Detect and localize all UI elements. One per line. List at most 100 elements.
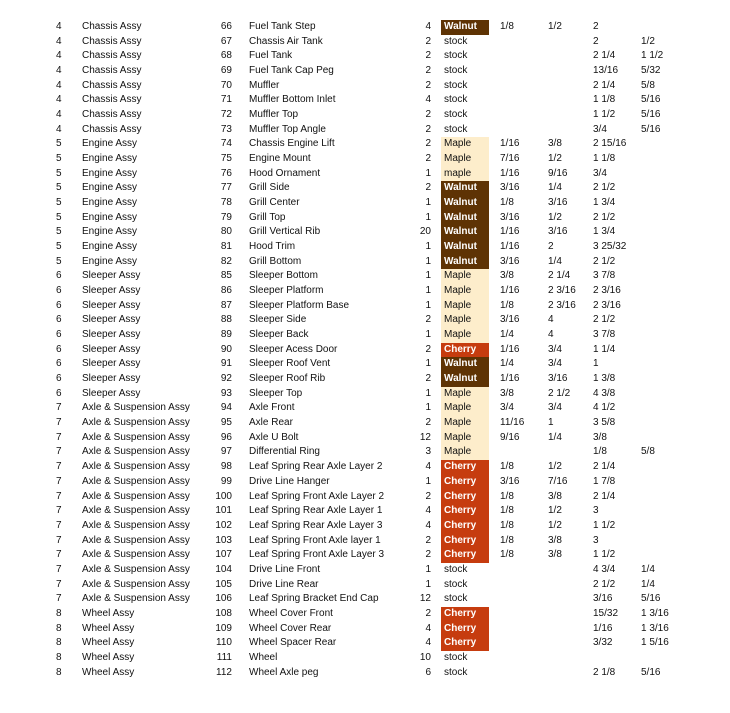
part-name-cell[interactable]: Grill Side (249, 182, 290, 194)
quantity-cell[interactable]: 1 (425, 241, 431, 253)
material-cell[interactable]: Maple (441, 152, 489, 167)
assembly-number-cell[interactable]: 7 (56, 549, 62, 561)
thickness-cell[interactable]: 1/8 (500, 505, 514, 517)
quantity-cell[interactable]: 1 (425, 255, 431, 267)
part-number-cell[interactable]: 72 (220, 109, 232, 121)
quantity-cell[interactable]: 1 (425, 270, 431, 282)
length-cell[interactable]: 3/8 (593, 431, 607, 443)
width-cell[interactable]: 2 3/16 (548, 285, 576, 297)
length-cell[interactable]: 2 1/8 (593, 666, 616, 678)
material-cell[interactable]: Walnut (441, 240, 489, 255)
part-name-cell[interactable]: Axle Rear (249, 417, 293, 429)
quantity-cell[interactable]: 1 (425, 358, 431, 370)
assembly-name-cell[interactable]: Wheel Assy (82, 622, 135, 634)
thickness-cell[interactable]: 9/16 (500, 431, 520, 443)
material-cell[interactable]: stock (444, 666, 468, 678)
material-cell[interactable]: Maple (441, 269, 489, 285)
length-cell[interactable]: 4 1/2 (593, 402, 616, 414)
length-cell[interactable]: 3 (593, 505, 599, 517)
thickness-cell[interactable]: 1/8 (500, 461, 514, 473)
assembly-name-cell[interactable]: Axle & Suspension Assy (82, 475, 190, 487)
length-cell[interactable]: 2 1/2 (593, 578, 616, 590)
assembly-number-cell[interactable]: 4 (56, 94, 62, 106)
quantity-cell[interactable]: 4 (425, 519, 431, 531)
quantity-cell[interactable]: 2 (425, 373, 431, 385)
assembly-number-cell[interactable]: 7 (56, 534, 62, 546)
assembly-number-cell[interactable]: 5 (56, 226, 62, 238)
material-cell[interactable]: Walnut (441, 254, 489, 270)
thickness-cell[interactable]: 1/8 (500, 21, 514, 32)
part-name-cell[interactable]: Wheel Spacer Rear (249, 637, 337, 649)
length-cell[interactable]: 2 15/16 (593, 138, 627, 150)
material-cell[interactable]: Cherry (441, 504, 489, 519)
assembly-name-cell[interactable]: Engine Assy (82, 241, 138, 253)
thickness-cell[interactable]: 1/16 (500, 285, 520, 297)
width-cell[interactable]: 1/2 (548, 461, 562, 473)
part-number-cell[interactable]: 81 (220, 241, 232, 253)
part-name-cell[interactable]: Sleeper Top (249, 387, 303, 399)
part-name-cell[interactable]: Sleeper Platform Base (249, 299, 350, 311)
thickness-cell[interactable]: 3/8 (500, 387, 514, 399)
assembly-name-cell[interactable]: Wheel Assy (82, 651, 135, 663)
length-cell[interactable]: 2 1/2 (593, 211, 616, 223)
assembly-name-cell[interactable]: Engine Assy (82, 211, 138, 223)
width-cell[interactable]: 3/4 (548, 402, 562, 414)
assembly-number-cell[interactable]: 8 (56, 622, 62, 634)
length-cell[interactable]: 1 7/8 (593, 475, 616, 487)
part-number-cell[interactable]: 91 (220, 358, 232, 370)
assembly-name-cell[interactable]: Chassis Assy (82, 94, 142, 106)
assembly-name-cell[interactable]: Chassis Assy (82, 50, 142, 62)
assembly-number-cell[interactable]: 4 (56, 21, 62, 32)
length-cell[interactable]: 3 25/32 (593, 241, 627, 253)
part-number-cell[interactable]: 102 (215, 519, 232, 531)
thickness-cell[interactable]: 3/16 (500, 475, 520, 487)
length-cell[interactable]: 3 (593, 534, 599, 546)
length-cell[interactable]: 1 1/2 (593, 519, 616, 531)
thickness-cell[interactable]: 3/16 (500, 182, 520, 194)
part-number-cell[interactable]: 87 (220, 299, 232, 311)
part-name-cell[interactable]: Grill Vertical Rib (249, 226, 321, 238)
assembly-number-cell[interactable]: 7 (56, 563, 62, 575)
quantity-cell[interactable]: 2 (425, 534, 431, 546)
length-cell[interactable]: 2 (593, 35, 599, 47)
length-cell[interactable]: 2 1/4 (593, 490, 616, 502)
assembly-name-cell[interactable]: Axle & Suspension Assy (82, 446, 190, 458)
part-number-cell[interactable]: 109 (215, 622, 232, 634)
part-name-cell[interactable]: Engine Mount (249, 153, 311, 165)
thickness-cell[interactable]: 1/8 (500, 534, 514, 546)
thickness-cell[interactable]: 3/16 (500, 211, 520, 223)
assembly-name-cell[interactable]: Axle & Suspension Assy (82, 578, 190, 590)
part-name-cell[interactable]: Leaf Spring Front Axle layer 1 (249, 534, 381, 546)
part-number-cell[interactable]: 66 (220, 21, 232, 32)
assembly-number-cell[interactable]: 6 (56, 329, 62, 341)
diameter-cell[interactable]: 5/32 (641, 65, 661, 77)
part-name-cell[interactable]: Differential Ring (249, 446, 320, 458)
part-number-cell[interactable]: 92 (220, 373, 232, 385)
length-cell[interactable]: 3/16 (593, 593, 613, 605)
part-number-cell[interactable]: 67 (220, 35, 232, 47)
length-cell[interactable]: 1 1/2 (593, 109, 616, 121)
material-cell[interactable]: Maple (441, 298, 489, 314)
assembly-number-cell[interactable]: 7 (56, 475, 62, 487)
part-number-cell[interactable]: 73 (220, 123, 232, 135)
diameter-cell[interactable]: 1/4 (641, 563, 655, 575)
quantity-cell[interactable]: 1 (425, 387, 431, 399)
material-cell[interactable]: stock (444, 563, 468, 575)
quantity-cell[interactable]: 2 (425, 549, 431, 561)
part-name-cell[interactable]: Fuel Tank Cap Peg (249, 65, 334, 77)
assembly-name-cell[interactable]: Engine Assy (82, 182, 138, 194)
part-number-cell[interactable]: 88 (220, 314, 232, 326)
width-cell[interactable]: 1/2 (548, 505, 562, 517)
assembly-number-cell[interactable]: 5 (56, 167, 62, 179)
material-cell[interactable]: Walnut (441, 20, 489, 35)
material-cell[interactable]: Maple (441, 416, 489, 431)
length-cell[interactable]: 1 3/4 (593, 226, 616, 238)
length-cell[interactable]: 13/16 (593, 65, 619, 77)
assembly-name-cell[interactable]: Wheel Assy (82, 637, 135, 649)
part-number-cell[interactable]: 104 (215, 563, 232, 575)
assembly-number-cell[interactable]: 7 (56, 505, 62, 517)
width-cell[interactable]: 4 (548, 314, 554, 326)
quantity-cell[interactable]: 2 (425, 417, 431, 429)
diameter-cell[interactable]: 1 5/16 (641, 637, 669, 649)
assembly-number-cell[interactable]: 4 (56, 50, 62, 62)
